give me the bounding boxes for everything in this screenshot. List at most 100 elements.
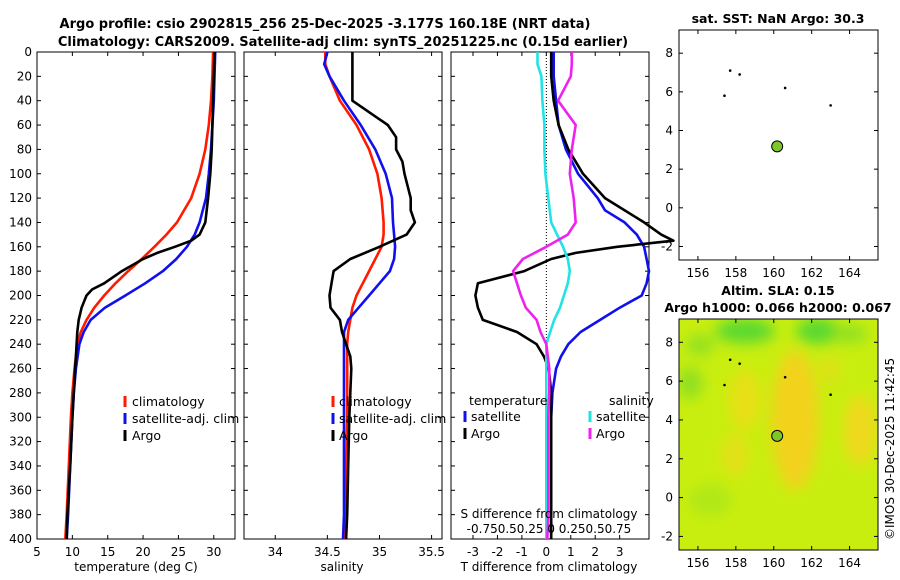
temperature-axis-ticks: 5 10 15 20 25 3002040608010012014016018020022… bbox=[9, 45, 235, 559]
island-mark bbox=[738, 362, 741, 365]
series-temperature-satellite bbox=[549, 52, 651, 539]
salinity-legend: climatology satellite-adj. clim Argo bbox=[331, 394, 446, 443]
series-climatology bbox=[323, 52, 385, 539]
legend3-sal-argo-label: Argo bbox=[596, 426, 625, 441]
sla-map-title-line2: Argo h1000: 0.066 h2000: 0.067 bbox=[664, 300, 891, 315]
salinity-axis-ticks: 34 34.5 35 35.5 bbox=[244, 51, 445, 559]
y-tick-label: 220 bbox=[9, 313, 32, 327]
map-x-tick-label: 164 bbox=[838, 556, 861, 570]
sla-cell bbox=[688, 484, 732, 516]
sla-map-marks bbox=[723, 358, 832, 442]
map-x-tick-label: 156 bbox=[686, 556, 709, 570]
legend3-sal-satellite-label: satellite bbox=[596, 409, 646, 424]
x-tick-label: 20 bbox=[135, 545, 150, 559]
map-y-tick-label: 4 bbox=[665, 124, 673, 138]
map-x-tick-label: 160 bbox=[762, 556, 785, 570]
argo-float-marker bbox=[771, 429, 784, 442]
sla-cell bbox=[820, 356, 840, 384]
y-tick-label: 320 bbox=[9, 435, 32, 449]
legend3-temperature-header: temperature bbox=[469, 393, 548, 408]
y-tick-label: 80 bbox=[17, 142, 32, 156]
difference-axis-ticks: -3 -2 -1 0 1 2 3 bbox=[451, 51, 649, 559]
map-y-tick-label: 4 bbox=[665, 413, 673, 427]
sla-heatmap-field bbox=[679, 319, 876, 516]
y-tick-label: 240 bbox=[9, 337, 32, 351]
map-x-tick-label: 162 bbox=[800, 556, 823, 570]
y-tick-label: 160 bbox=[9, 240, 32, 254]
series-satellite-adj-clim bbox=[322, 51, 397, 540]
y-tick-label: 400 bbox=[9, 532, 32, 546]
x-tick-label: 3 bbox=[616, 545, 624, 559]
map-y-tick-label: 2 bbox=[665, 452, 673, 466]
map-x-tick-label: 160 bbox=[762, 266, 785, 280]
sst-map-title: sat. SST: NaN Argo: 30.3 bbox=[692, 11, 865, 26]
map-x-tick-label: 162 bbox=[800, 266, 823, 280]
map-y-tick-label: -2 bbox=[661, 239, 673, 253]
figure-title-line1: Argo profile: csio 2902815_256 25-Dec-20… bbox=[60, 17, 591, 32]
sla-map-title-line1: Altim. SLA: 0.15 bbox=[721, 283, 834, 298]
x-tick-label: 10 bbox=[65, 545, 80, 559]
sla-cell bbox=[686, 335, 714, 355]
difference-x2-ticks: -0.750.50.25 0 0.250.50.75 bbox=[467, 522, 632, 536]
sla-cell bbox=[771, 350, 819, 490]
map-x-tick-label: 164 bbox=[838, 266, 861, 280]
x-tick-label: 2 bbox=[591, 545, 599, 559]
series-argo bbox=[65, 51, 216, 540]
sst-map-panel: sat. SST: NaN Argo: 30.3 156 158 160 162 164… bbox=[661, 11, 879, 280]
sla-map-panel: Altim. SLA: 0.15 Argo h1000: 0.066 h2000… bbox=[661, 283, 892, 570]
legend-climatology-label: climatology bbox=[132, 394, 205, 409]
temperature-plot-frame bbox=[36, 51, 236, 540]
difference-panel: -3 -2 -1 0 1 2 3 T difference from climatology… bbox=[450, 51, 675, 574]
island-mark bbox=[829, 104, 832, 107]
y-tick-label: 60 bbox=[17, 118, 32, 132]
series-salinity-argo bbox=[511, 52, 578, 540]
legend2-argo-label: Argo bbox=[339, 428, 368, 443]
imos-timestamp: ©IMOS 30-Dec-2025 11:42:45 bbox=[883, 358, 897, 540]
legend-argo-label: Argo bbox=[132, 428, 161, 443]
map-x-tick-label: 158 bbox=[724, 556, 747, 570]
series-salinity-satellite bbox=[536, 52, 572, 539]
island-mark bbox=[738, 73, 741, 76]
map-y-tick-label: -2 bbox=[661, 529, 673, 543]
y-tick-label: 340 bbox=[9, 459, 32, 473]
island-mark bbox=[783, 86, 787, 90]
temperature-series bbox=[64, 51, 217, 540]
temperature-xlabel: temperature (deg C) bbox=[74, 560, 197, 574]
sst-map-marks bbox=[723, 69, 832, 153]
map-y-tick-label: 8 bbox=[665, 46, 673, 60]
difference-series bbox=[474, 52, 675, 540]
y-tick-label: 20 bbox=[17, 69, 32, 83]
series-climatology bbox=[64, 51, 215, 540]
series-argo bbox=[328, 52, 417, 540]
legend3-salinity-header: salinity bbox=[609, 393, 654, 408]
x-tick-label: -2 bbox=[491, 545, 503, 559]
legend2-satellite-label: satellite-adj. clim bbox=[339, 411, 446, 426]
y-tick-label: 0 bbox=[24, 45, 32, 59]
legend2-climatology-label: climatology bbox=[339, 394, 412, 409]
island-mark bbox=[723, 94, 726, 98]
x-tick-label: 34 bbox=[268, 545, 283, 559]
difference-legend: temperature salinity satellite Argo sate… bbox=[463, 393, 654, 441]
sst-map-axis-ticks: 156 158 160 162 164 -2 0 2 4 6 8 bbox=[661, 30, 878, 280]
sla-cell bbox=[796, 319, 840, 344]
island-mark bbox=[783, 375, 787, 379]
map-y-tick-label: 0 bbox=[665, 201, 673, 215]
y-tick-label: 100 bbox=[9, 167, 32, 181]
map-y-tick-label: 6 bbox=[665, 374, 673, 388]
map-y-tick-label: 6 bbox=[665, 85, 673, 99]
x-tick-label: -3 bbox=[467, 545, 479, 559]
x-tick-label: 35.5 bbox=[418, 545, 445, 559]
temperature-panel: 5 10 15 20 25 3002040608010012014016018020022… bbox=[9, 45, 239, 574]
x-tick-label: -1 bbox=[516, 545, 528, 559]
y-tick-label: 180 bbox=[9, 264, 32, 278]
difference-xlabel2: S difference from climatology bbox=[461, 507, 638, 521]
map-x-tick-label: 158 bbox=[724, 266, 747, 280]
salinity-series bbox=[322, 51, 417, 540]
y-tick-label: 260 bbox=[9, 362, 32, 376]
figure-title-line2: Climatology: CARS2009. Satellite-adj cli… bbox=[58, 35, 628, 50]
legend3-temp-satellite-label: satellite bbox=[471, 409, 521, 424]
y-tick-label: 380 bbox=[9, 508, 32, 522]
x-tick-label: 30 bbox=[206, 545, 221, 559]
y-tick-label: 40 bbox=[17, 94, 32, 108]
salinity-xlabel: salinity bbox=[320, 560, 363, 574]
